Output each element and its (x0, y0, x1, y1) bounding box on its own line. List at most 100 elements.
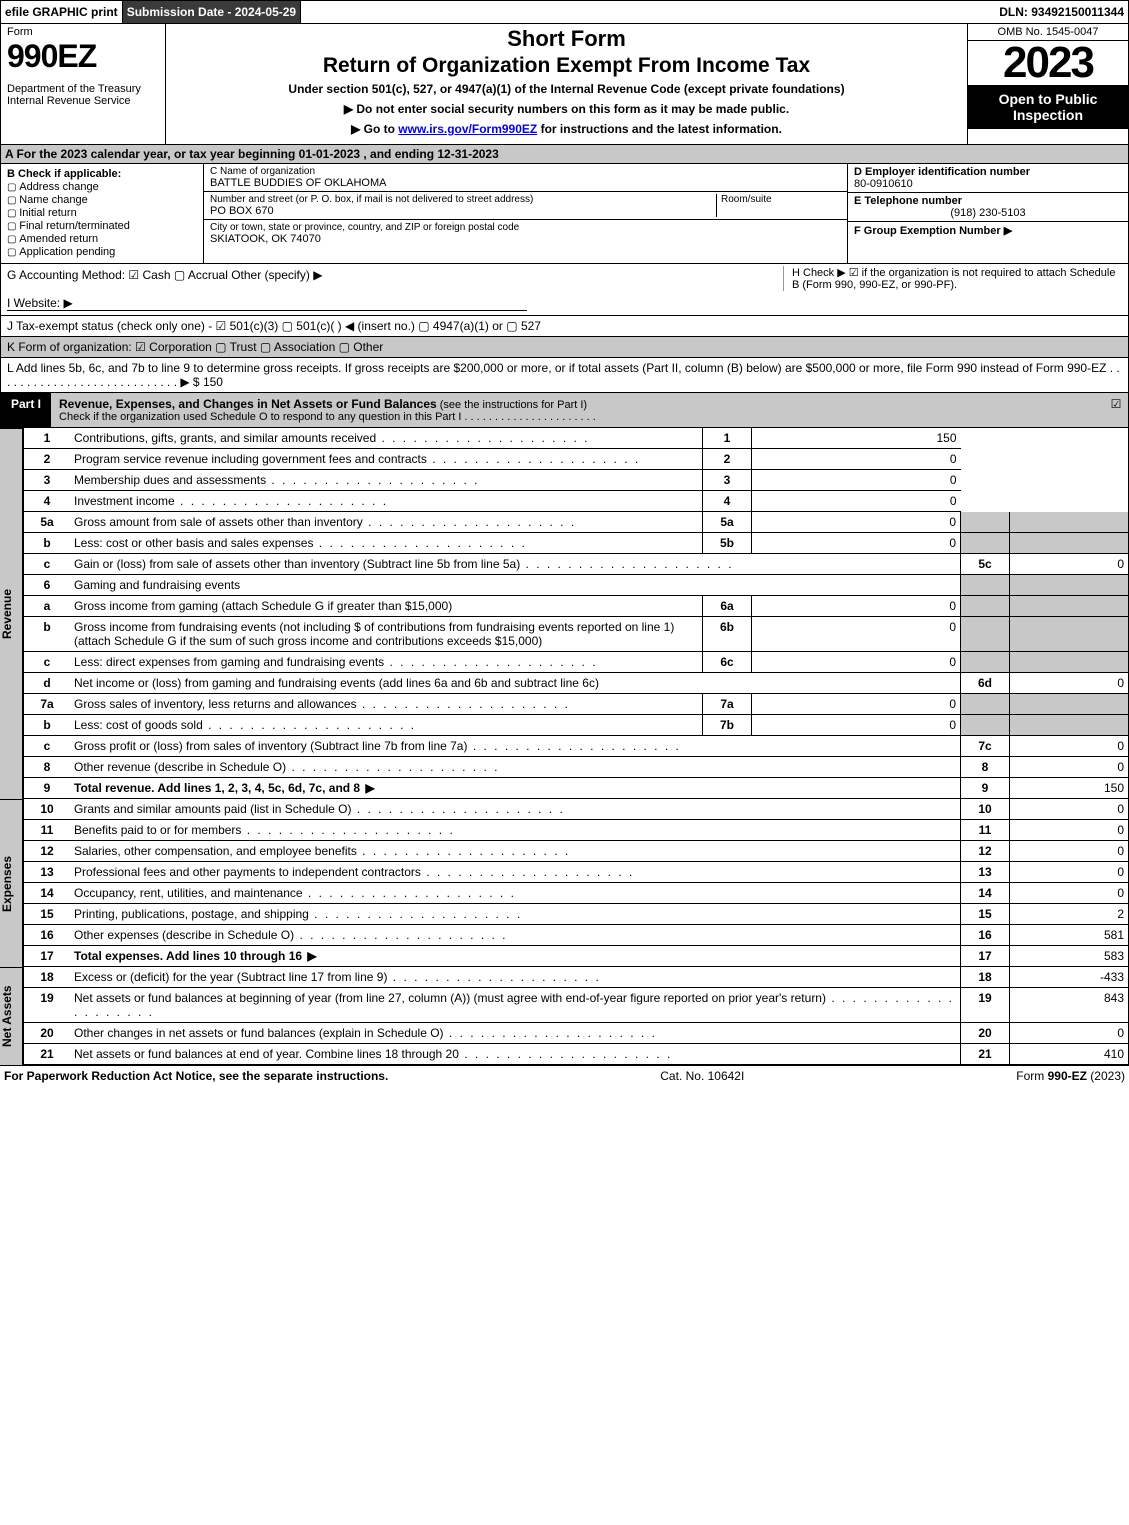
line-20: 20Other changes in net assets or fund ba… (24, 1023, 1129, 1044)
group-exemption-label: F Group Exemption Number ▶ (854, 225, 1012, 237)
revenue-table: 1Contributions, gifts, grants, and simil… (23, 428, 1129, 799)
city-label: City or town, state or province, country… (210, 222, 841, 233)
line-1: 1Contributions, gifts, grants, and simil… (24, 428, 1129, 449)
ein-cell: D Employer identification number 80-0910… (848, 164, 1128, 193)
top-bar-spacer (301, 1, 995, 23)
addr-value: PO BOX 670 (210, 205, 716, 217)
org-name-cell: C Name of organization BATTLE BUDDIES OF… (204, 164, 847, 192)
line-17: 17Total expenses. Add lines 10 through 1… (24, 946, 1129, 967)
section-a: A For the 2023 calendar year, or tax yea… (0, 145, 1129, 164)
netassets-vlabel: Net Assets (0, 967, 23, 1065)
ein-label: D Employer identification number (854, 166, 1122, 178)
efile-label: efile GRAPHIC print (1, 1, 123, 23)
line-2: 2Program service revenue including gover… (24, 449, 1129, 470)
chk-final-return[interactable]: Final return/terminated (7, 220, 197, 232)
note-goto: ▶ Go to www.irs.gov/Form990EZ for instru… (172, 122, 961, 136)
section-h: H Check ▶ ☑ if the organization is not r… (783, 266, 1122, 291)
footer-left: For Paperwork Reduction Act Notice, see … (4, 1069, 388, 1083)
header-right: OMB No. 1545-0047 2023 Open to Public In… (968, 24, 1128, 144)
revenue-vlabel: Revenue (0, 428, 23, 799)
line-13: 13Professional fees and other payments t… (24, 862, 1129, 883)
part1-desc: Revenue, Expenses, and Changes in Net As… (51, 393, 1104, 427)
phone-label: E Telephone number (854, 195, 1122, 207)
form-number: 990EZ (7, 38, 159, 75)
line-5c: cGain or (loss) from sale of assets othe… (24, 554, 1129, 575)
expenses-vlabel: Expenses (0, 799, 23, 967)
revenue-section: Revenue 1Contributions, gifts, grants, a… (0, 428, 1129, 799)
section-k: K Form of organization: ☑ Corporation ▢ … (0, 337, 1129, 358)
netassets-table: 18Excess or (deficit) for the year (Subt… (23, 967, 1129, 1065)
section-c: C Name of organization BATTLE BUDDIES OF… (204, 164, 848, 263)
org-name-label: C Name of organization (210, 166, 841, 177)
chk-application-pending[interactable]: Application pending (7, 246, 197, 258)
irs-label: Internal Revenue Service (7, 95, 159, 107)
group-exemption-cell: F Group Exemption Number ▶ (848, 222, 1128, 239)
footer-right: Form 990-EZ (2023) (1016, 1069, 1125, 1083)
line-21: 21Net assets or fund balances at end of … (24, 1044, 1129, 1065)
section-b-title: B Check if applicable: (7, 168, 197, 180)
line-5a: 5aGross amount from sale of assets other… (24, 512, 1129, 533)
irs-link[interactable]: www.irs.gov/Form990EZ (398, 122, 537, 136)
line-16: 16Other expenses (describe in Schedule O… (24, 925, 1129, 946)
section-g-h-i: G Accounting Method: ☑ Cash ▢ Accrual Ot… (0, 264, 1129, 316)
note-ssn: ▶ Do not enter social security numbers o… (172, 102, 961, 116)
city-value: SKIATOOK, OK 74070 (210, 233, 841, 245)
department: Department of the Treasury (7, 83, 159, 95)
footer-center: Cat. No. 10642I (660, 1069, 744, 1083)
part1-title: Revenue, Expenses, and Changes in Net As… (59, 397, 437, 411)
line-19: 19Net assets or fund balances at beginni… (24, 988, 1129, 1023)
line-6c: cLess: direct expenses from gaming and f… (24, 652, 1129, 673)
section-j: J Tax-exempt status (check only one) - ☑… (0, 316, 1129, 337)
section-b-through-h: B Check if applicable: Address change Na… (0, 164, 1129, 264)
addr-cell: Number and street (or P. O. box, if mail… (204, 192, 847, 220)
note-prefix: ▶ Go to (351, 122, 398, 136)
line-12: 12Salaries, other compensation, and empl… (24, 841, 1129, 862)
chk-initial-return[interactable]: Initial return (7, 207, 197, 219)
line-6a: aGross income from gaming (attach Schedu… (24, 596, 1129, 617)
line-15: 15Printing, publications, postage, and s… (24, 904, 1129, 925)
part1-check-line: Check if the organization used Schedule … (59, 411, 1096, 423)
open-to-public: Open to Public Inspection (968, 85, 1128, 129)
tax-year: 2023 (968, 41, 1128, 85)
submission-date: Submission Date - 2024-05-29 (123, 1, 301, 23)
room-label: Room/suite (721, 194, 841, 205)
city-cell: City or town, state or province, country… (204, 220, 847, 247)
chk-address-change[interactable]: Address change (7, 181, 197, 193)
line-7c: cGross profit or (loss) from sales of in… (24, 736, 1129, 757)
page-footer: For Paperwork Reduction Act Notice, see … (0, 1065, 1129, 1086)
line-8: 8Other revenue (describe in Schedule O)8… (24, 757, 1129, 778)
part1-header: Part I Revenue, Expenses, and Changes in… (0, 393, 1129, 428)
org-name: BATTLE BUDDIES OF OKLAHOMA (210, 177, 841, 189)
part1-checkbox[interactable]: ☑ (1104, 393, 1128, 427)
line-6: 6Gaming and fundraising events (24, 575, 1129, 596)
part1-tab: Part I (1, 393, 51, 427)
form-word: Form (7, 26, 159, 38)
part1-note: (see the instructions for Part I) (437, 399, 587, 411)
header-left: Form 990EZ Department of the Treasury In… (1, 24, 166, 144)
note-suffix: for instructions and the latest informat… (537, 122, 782, 136)
line-9: 9Total revenue. Add lines 1, 2, 3, 4, 5c… (24, 778, 1129, 799)
short-form-title: Short Form (172, 26, 961, 52)
chk-amended-return[interactable]: Amended return (7, 233, 197, 245)
top-bar: efile GRAPHIC print Submission Date - 20… (0, 0, 1129, 24)
subtitle: Under section 501(c), 527, or 4947(a)(1)… (172, 82, 961, 96)
dln: DLN: 93492150011344 (995, 1, 1128, 23)
main-title: Return of Organization Exempt From Incom… (172, 54, 961, 78)
ein-value: 80-0910610 (854, 178, 1122, 190)
form-header: Form 990EZ Department of the Treasury In… (0, 24, 1129, 145)
chk-name-change[interactable]: Name change (7, 194, 197, 206)
line-18: 18Excess or (deficit) for the year (Subt… (24, 967, 1129, 988)
netassets-section: Net Assets 18Excess or (deficit) for the… (0, 967, 1129, 1065)
line-5b: bLess: cost or other basis and sales exp… (24, 533, 1129, 554)
expenses-table: 10Grants and similar amounts paid (list … (23, 799, 1129, 967)
section-b: B Check if applicable: Address change Na… (1, 164, 204, 263)
line-7b: bLess: cost of goods sold7b0 (24, 715, 1129, 736)
line-3: 3Membership dues and assessments30 (24, 470, 1129, 491)
section-d-through-f: D Employer identification number 80-0910… (848, 164, 1128, 263)
line-4: 4Investment income40 (24, 491, 1129, 512)
line-10: 10Grants and similar amounts paid (list … (24, 799, 1129, 820)
addr-label: Number and street (or P. O. box, if mail… (210, 194, 716, 205)
line-6d: dNet income or (loss) from gaming and fu… (24, 673, 1129, 694)
section-l: L Add lines 5b, 6c, and 7b to line 9 to … (0, 358, 1129, 393)
header-center: Short Form Return of Organization Exempt… (166, 24, 968, 144)
